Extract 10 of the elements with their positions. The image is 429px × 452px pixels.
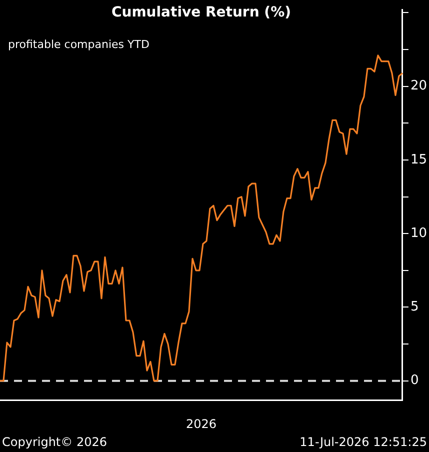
text: Copyright© 2026 (2, 435, 107, 450)
y-tick-label: 0 (410, 373, 419, 388)
y-tick-label: 5 (410, 300, 419, 315)
annotation: profitable companies YTD (8, 38, 150, 51)
x-axis-title: 2026 (186, 417, 216, 432)
chart-title: Cumulative Return (%) (111, 4, 291, 21)
y-tick-label: 20 (410, 78, 428, 94)
y-tick-label: 10 (410, 226, 428, 241)
text: 11-Jul-2026 12:51:25 (300, 435, 427, 450)
y-tick-label: 15 (410, 152, 428, 168)
